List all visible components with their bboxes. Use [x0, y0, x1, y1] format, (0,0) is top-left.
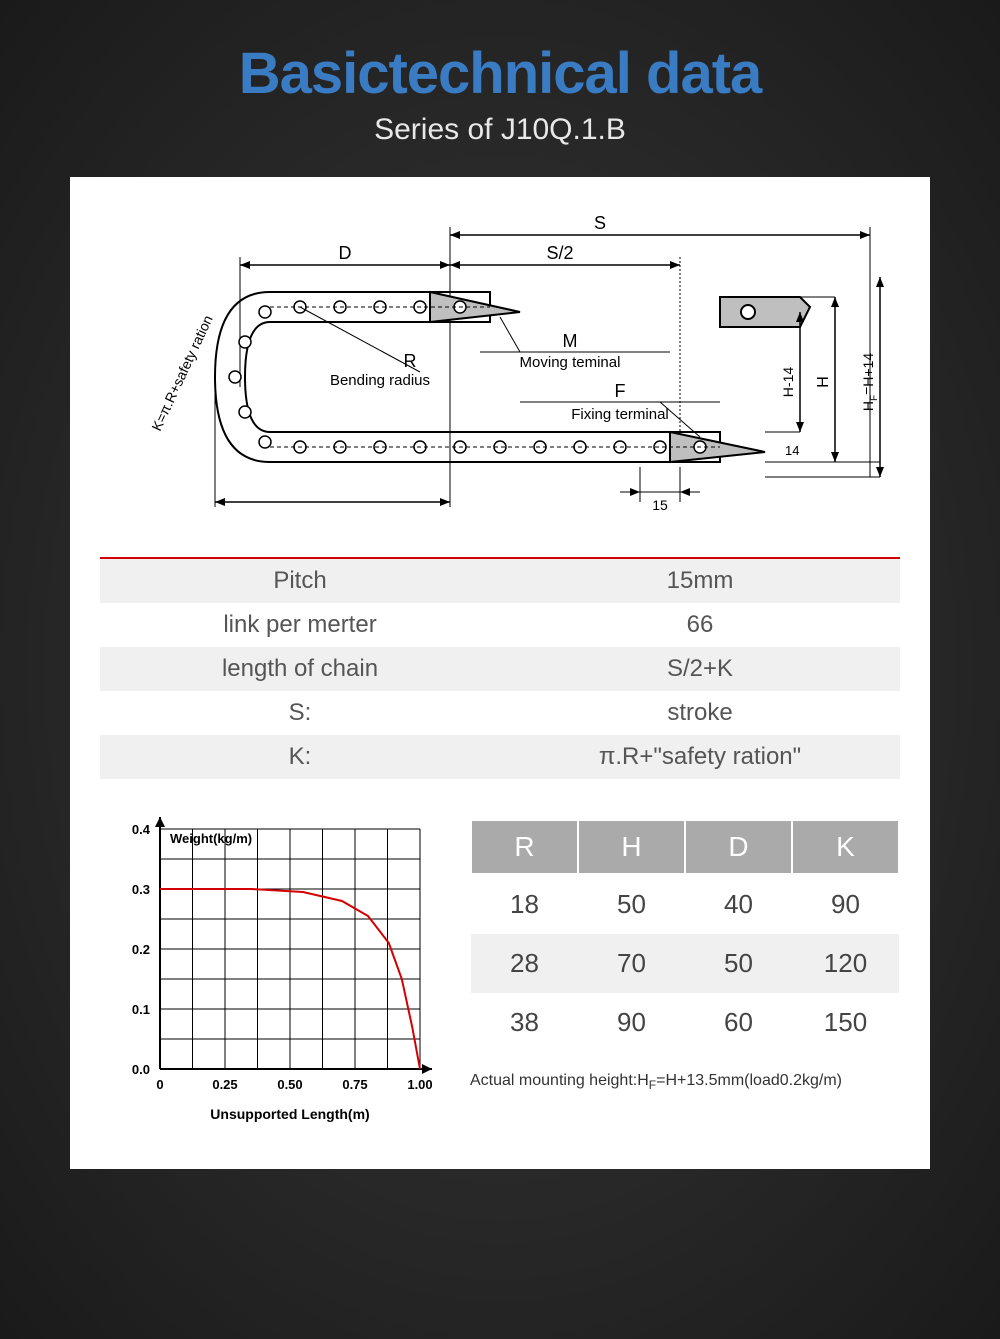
dim-cell: 90 [578, 993, 685, 1052]
dim-cell: 50 [685, 934, 792, 993]
spec-value: π.R+"safety ration" [500, 735, 900, 779]
svg-text:1.00: 1.00 [407, 1077, 432, 1092]
spec-row: link per merter66 [100, 603, 900, 647]
svg-text:Fixing terminal: Fixing terminal [571, 406, 669, 423]
spec-value: stroke [500, 691, 900, 735]
spec-label: link per merter [100, 603, 500, 647]
dim-cell: 90 [792, 874, 899, 934]
spec-label: S: [100, 691, 500, 735]
svg-text:M: M [563, 331, 578, 351]
dim-cell: 60 [685, 993, 792, 1052]
spec-value: S/2+K [500, 647, 900, 691]
dim-cell: 50 [578, 874, 685, 934]
svg-text:0.25: 0.25 [212, 1077, 237, 1092]
dim-header: H [578, 820, 685, 874]
svg-text:S: S [594, 213, 606, 233]
svg-text:0.1: 0.1 [132, 1002, 150, 1017]
dim-row: 287050120 [471, 934, 899, 993]
spec-table: Pitch15mmlink per merter66length of chai… [100, 557, 900, 779]
dim-cell: 18 [471, 874, 578, 934]
dim-row: 389060150 [471, 993, 899, 1052]
spec-label: Pitch [100, 559, 500, 603]
svg-text:15: 15 [652, 497, 668, 513]
dimension-table: RHDK 18504090287050120389060150 [470, 819, 900, 1052]
dim-cell: 70 [578, 934, 685, 993]
technical-diagram: S S/2 D [100, 207, 900, 537]
page-title: Basictechnical data [0, 40, 1000, 107]
spec-row: K:π.R+"safety ration" [100, 735, 900, 779]
svg-text:0.75: 0.75 [342, 1077, 367, 1092]
svg-text:Bending radius: Bending radius [330, 372, 430, 389]
spec-label: K: [100, 735, 500, 779]
dim-cell: 120 [792, 934, 899, 993]
dim-cell: 28 [471, 934, 578, 993]
svg-text:R: R [404, 351, 417, 371]
svg-text:H: H [815, 376, 832, 388]
spec-row: Pitch15mm [100, 559, 900, 603]
dim-header: K [792, 820, 899, 874]
page: Basictechnical data Series of J10Q.1.B S… [0, 0, 1000, 1169]
dim-header: R [471, 820, 578, 874]
svg-text:0.3: 0.3 [132, 882, 150, 897]
spec-row: length of chainS/2+K [100, 647, 900, 691]
svg-text:0.2: 0.2 [132, 942, 150, 957]
page-subtitle: Series of J10Q.1.B [0, 113, 1000, 147]
svg-text:Moving teminal: Moving teminal [520, 354, 621, 371]
bottom-row: 0.0 0.1 0.2 0.3 0.4 0 0.25 0.50 0.75 1.00 Weight(k… [100, 809, 900, 1129]
dim-cell: 40 [685, 874, 792, 934]
dim-cell: 38 [471, 993, 578, 1052]
spec-label: length of chain [100, 647, 500, 691]
content-card: S S/2 D [70, 177, 930, 1169]
svg-text:0.50: 0.50 [277, 1077, 302, 1092]
svg-text:S/2: S/2 [546, 243, 573, 263]
svg-text:H-14: H-14 [780, 367, 796, 398]
dim-header: D [685, 820, 792, 874]
dim-row: 18504090 [471, 874, 899, 934]
weight-chart: 0.0 0.1 0.2 0.3 0.4 0 0.25 0.50 0.75 1.00 Weight(k… [100, 809, 440, 1129]
svg-text:HF=H+14: HF=H+14 [860, 353, 880, 411]
spec-row: S:stroke [100, 691, 900, 735]
svg-text:D: D [339, 243, 352, 263]
svg-text:F: F [615, 381, 626, 401]
svg-text:0.0: 0.0 [132, 1062, 150, 1077]
svg-text:Unsupported Length(m): Unsupported Length(m) [210, 1106, 369, 1122]
svg-text:14: 14 [785, 443, 799, 458]
footnote: Actual mounting height:HF=H+13.5mm(load0… [470, 1072, 900, 1092]
spec-value: 15mm [500, 559, 900, 603]
svg-text:0.4: 0.4 [132, 822, 151, 837]
spec-value: 66 [500, 603, 900, 647]
svg-text:Weight(kg/m): Weight(kg/m) [170, 831, 252, 846]
dim-cell: 150 [792, 993, 899, 1052]
svg-text:0: 0 [156, 1077, 163, 1092]
svg-text:K=π.R+safety ration: K=π.R+safety ration [148, 313, 216, 434]
